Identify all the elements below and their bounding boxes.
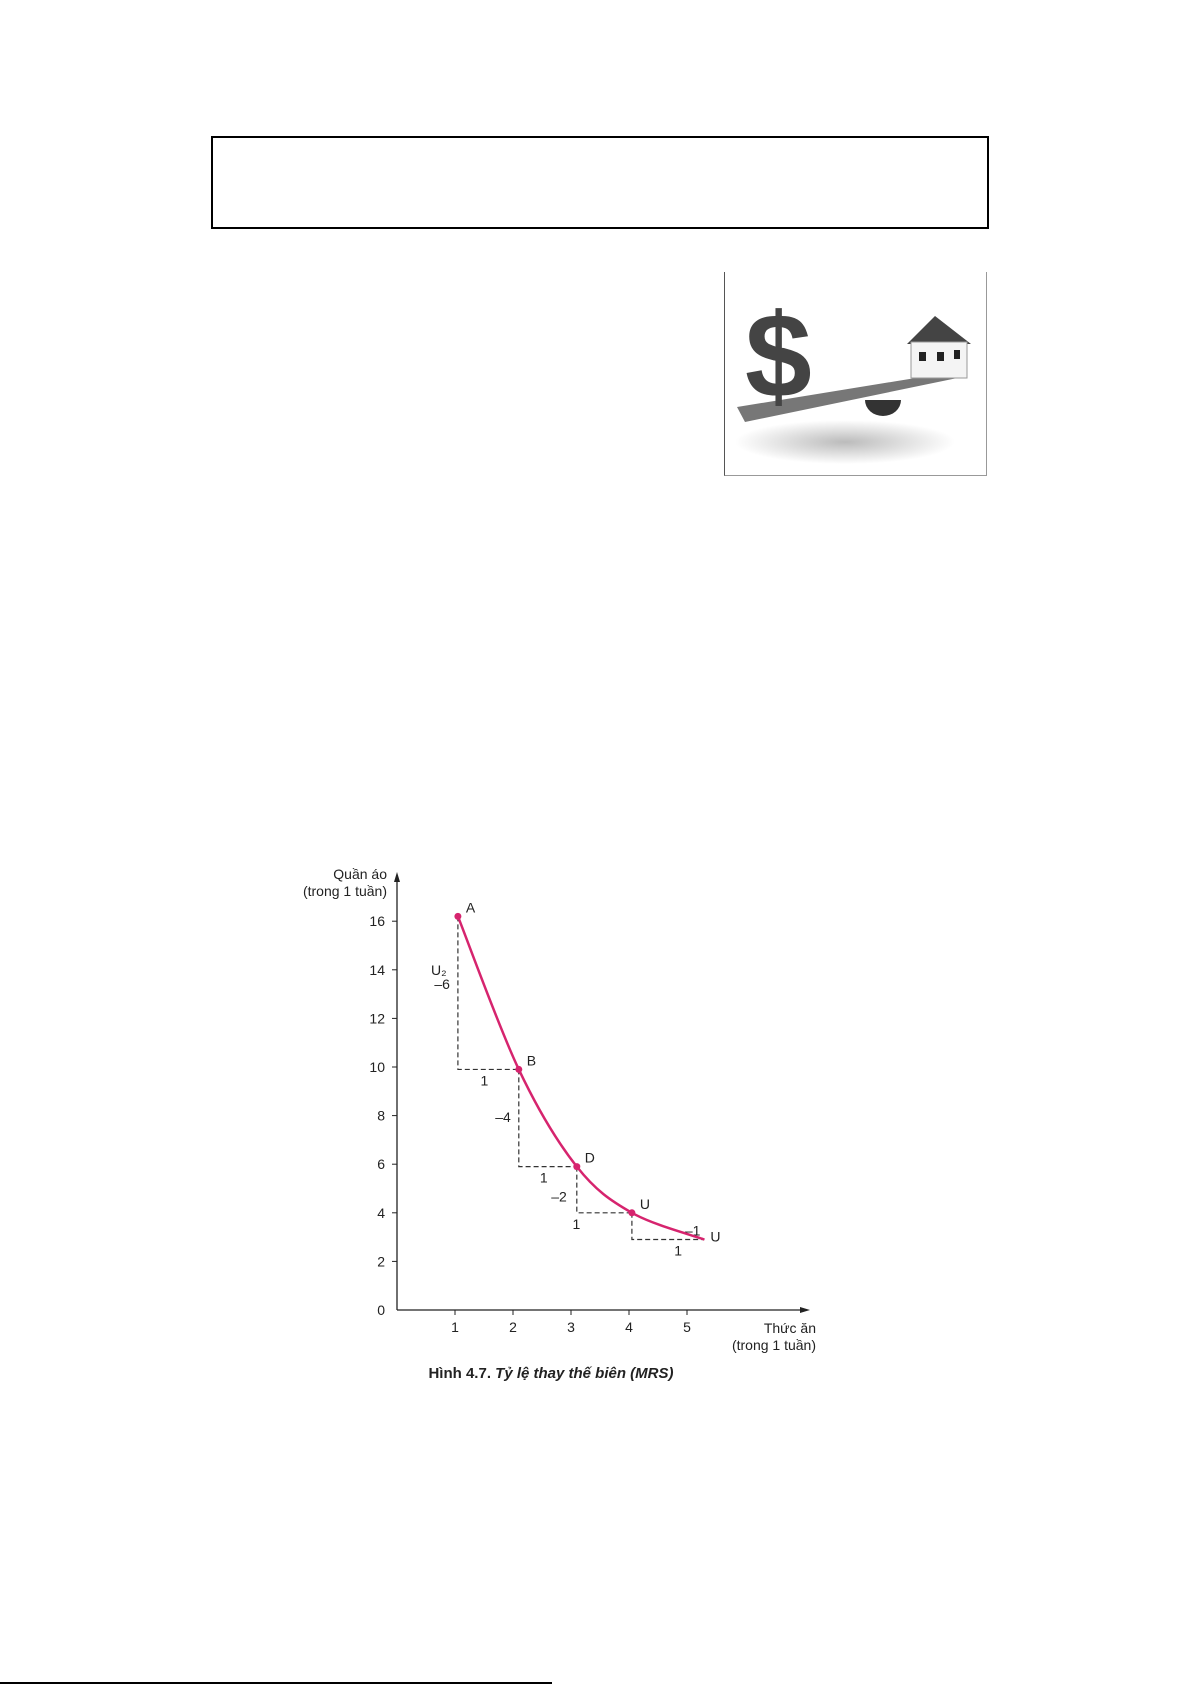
point-marker (573, 1163, 581, 1171)
curve-label-u2: U₂ (431, 962, 447, 978)
step-dx-label: 1 (674, 1243, 682, 1259)
x-axis-arrow-icon (800, 1307, 810, 1313)
mrs-step-dashed-line (576, 1166, 632, 1214)
empty-text-box (211, 136, 989, 229)
svg-text:$: $ (745, 289, 812, 423)
point-label: B (527, 1052, 536, 1068)
indifference-curve-u2 (456, 915, 705, 1241)
caption-title: Tỷ lệ thay thế biên (MRS) (495, 1365, 673, 1382)
x-tick-label: 4 (625, 1319, 633, 1335)
y-axis-label-line2: (trong 1 tuần) (303, 883, 387, 899)
mrs-step-dashed-line (631, 1212, 705, 1241)
step-dy-label: –2 (551, 1189, 567, 1205)
footnote-rule (0, 1682, 552, 1684)
step-dx-label: 1 (480, 1072, 488, 1088)
point-marker (515, 1065, 523, 1073)
x-tick-label: 5 (683, 1319, 691, 1335)
point-label: D (585, 1150, 595, 1166)
y-tick-label: 12 (369, 1010, 385, 1026)
point-label: U (640, 1196, 650, 1212)
y-tick-label: 4 (377, 1205, 385, 1221)
point-marker (454, 912, 462, 920)
step-dy-label: –4 (495, 1109, 511, 1125)
y-axis-arrow-icon (394, 872, 400, 882)
y-tick-label: 0 (377, 1302, 385, 1318)
y-tick-label: 16 (369, 913, 385, 929)
x-tick-label: 1 (451, 1319, 459, 1335)
dollar-house-seesaw-image: $ (724, 272, 987, 476)
step-dy-label: –6 (434, 976, 450, 992)
point-label: A (466, 899, 476, 915)
caption-number: Hình 4.7. (428, 1365, 491, 1382)
point-label: U (710, 1229, 720, 1245)
y-tick-label: 6 (377, 1156, 385, 1172)
y-axis-label-line1: Quần áo (333, 866, 387, 882)
step-dx-label: 1 (572, 1216, 580, 1232)
y-tick-label: 8 (377, 1108, 385, 1124)
y-tick-label: 14 (369, 962, 385, 978)
point-marker (628, 1209, 636, 1217)
figure-caption: Hình 4.7. Tỷ lệ thay thế biên (MRS) (428, 1365, 673, 1382)
x-axis-label-line1: Thức ăn (764, 1320, 816, 1336)
x-axis-label-line2: (trong 1 tuần) (732, 1337, 816, 1353)
y-tick-label: 2 (377, 1253, 385, 1269)
x-tick-label: 3 (567, 1319, 575, 1335)
step-dx-label: 1 (540, 1170, 548, 1186)
y-tick-label: 10 (369, 1059, 385, 1075)
mrs-step-dashed-line (518, 1069, 577, 1168)
mrs-step-dashed-line (457, 916, 519, 1071)
x-tick-label: 2 (509, 1319, 517, 1335)
